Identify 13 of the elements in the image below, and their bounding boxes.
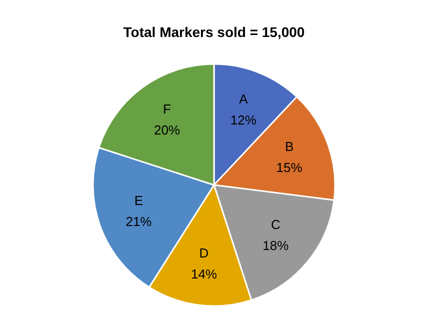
data-label: 12% [230, 112, 257, 128]
data-label: 18% [262, 238, 290, 253]
slice-label: B [284, 138, 294, 154]
data-label: 15% [276, 160, 303, 175]
slice-label: C [270, 216, 280, 232]
slice-label: F [163, 101, 171, 116]
data-label: 21% [126, 214, 152, 230]
data-label: 20% [154, 122, 180, 138]
slice-label: E [134, 193, 144, 208]
slice-label: D [199, 245, 209, 260]
slice-label: A [239, 92, 248, 107]
chart-title: Total Markers sold = 15,000 [123, 24, 305, 40]
data-label: 14% [190, 266, 218, 282]
